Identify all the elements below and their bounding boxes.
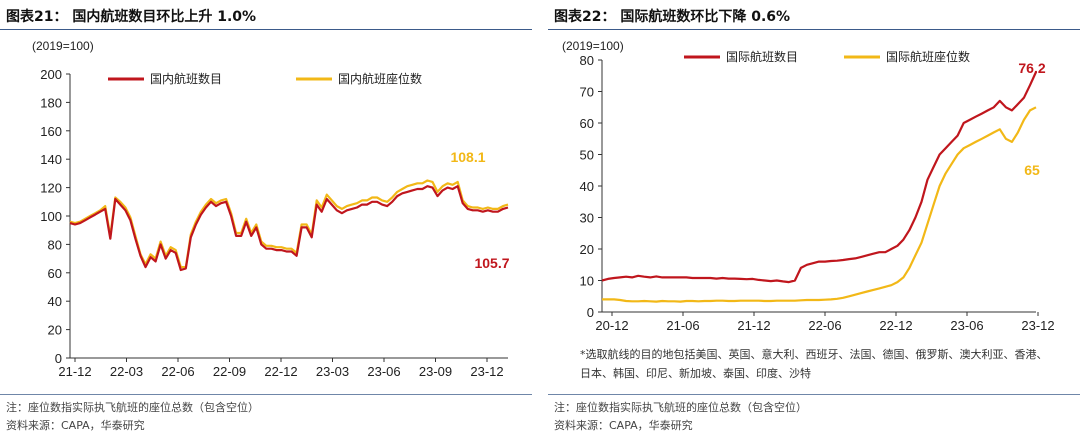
title-divider	[0, 29, 532, 30]
footer-divider	[0, 394, 532, 395]
end-value-label: 65	[1024, 162, 1040, 178]
end-value-label: 76.2	[1018, 60, 1045, 76]
y-tick-label: 40	[48, 294, 62, 309]
y-tick-label: 200	[40, 67, 62, 82]
y-tick-label: 140	[40, 152, 62, 167]
y-tick-label: 10	[580, 274, 594, 289]
domestic-flights-chart: (2019=100) 0 20 40 60 80 100 120 140 160 180 200 21-…	[32, 39, 510, 379]
y-tick-label: 60	[48, 266, 62, 281]
x-tick-label: 21-12	[58, 364, 91, 379]
x-tick-label: 20-12	[595, 318, 628, 333]
y-tick-label: 50	[580, 148, 594, 163]
legend-label: 国内航班座位数	[338, 71, 422, 86]
y-tick-label: 0	[587, 305, 594, 320]
series-line	[69, 185, 509, 272]
chart-title: 图表21： 国内航班数目环比上升 1.0%	[6, 9, 257, 25]
y-tick-label: 180	[40, 95, 62, 110]
x-tick-label: 23-12	[1021, 318, 1054, 333]
x-tick-label: 23-03	[316, 364, 349, 379]
destination-note: *选取航线的目的地包括美国、英国、意大利、西班牙、法国、德国、俄罗斯、澳大利亚、…	[580, 348, 1048, 380]
footnote: 注：座位数指实际执飞航班的座位总数（包含空位）	[554, 401, 807, 414]
y-tick-label: 0	[55, 351, 62, 366]
y-tick-label: 80	[580, 53, 594, 68]
x-tick-label: 22-12	[879, 318, 912, 333]
legend-label: 国内航班数目	[150, 71, 222, 86]
source-note: 资料来源：CAPA，华泰研究	[554, 419, 693, 432]
international-chart-panel: 图表22： 国际航班数环比下降 0.6% (2019=100) 0 10 20 30 40…	[548, 0, 1080, 438]
x-tick-label: 21-06	[666, 318, 699, 333]
x-tick-label: 23-06	[367, 364, 400, 379]
x-tick-label: 22-06	[161, 364, 194, 379]
x-tick-label: 22-06	[808, 318, 841, 333]
legend-label: 国际航班数目	[726, 49, 798, 64]
international-flights-chart: (2019=100) 0 10 20 30 40 50 60 70 80 20-12 21-06 21-…	[562, 39, 1055, 333]
y-tick-label: 40	[580, 179, 594, 194]
source-note: 资料来源：CAPA，华泰研究	[6, 419, 145, 432]
title-divider	[548, 29, 1080, 30]
legend-label: 国际航班座位数	[886, 49, 970, 64]
y-tick-label: 70	[580, 85, 594, 100]
end-value-label: 108.1	[450, 149, 485, 165]
x-tick-label: 21-12	[737, 318, 770, 333]
footnote: 注：座位数指实际执飞航班的座位总数（包含空位）	[6, 401, 259, 414]
y-unit-label: (2019=100)	[32, 39, 94, 53]
x-tick-label: 22-03	[110, 364, 143, 379]
x-tick-label: 23-12	[470, 364, 503, 379]
y-tick-label: 20	[48, 323, 62, 338]
series-line	[601, 71, 1038, 284]
domestic-chart-panel: 图表21： 国内航班数目环比上升 1.0% (2019=100) 0 20 40 60 8…	[0, 0, 532, 438]
end-value-label: 105.7	[474, 255, 509, 271]
x-tick-label: 22-12	[264, 364, 297, 379]
y-tick-label: 120	[40, 181, 62, 196]
y-tick-label: 100	[40, 209, 62, 224]
x-tick-label: 23-09	[419, 364, 452, 379]
y-tick-label: 60	[580, 116, 594, 131]
x-tick-label: 23-06	[950, 318, 983, 333]
y-tick-label: 160	[40, 124, 62, 139]
y-tick-label: 20	[580, 242, 594, 257]
y-tick-label: 30	[580, 211, 594, 226]
chart-title: 图表22： 国际航班数环比下降 0.6%	[554, 9, 791, 25]
y-unit-label: (2019=100)	[562, 39, 624, 53]
footer-divider	[548, 394, 1080, 395]
series-line	[69, 179, 509, 269]
y-tick-label: 80	[48, 237, 62, 252]
x-tick-label: 22-09	[213, 364, 246, 379]
series-line	[602, 106, 1037, 303]
